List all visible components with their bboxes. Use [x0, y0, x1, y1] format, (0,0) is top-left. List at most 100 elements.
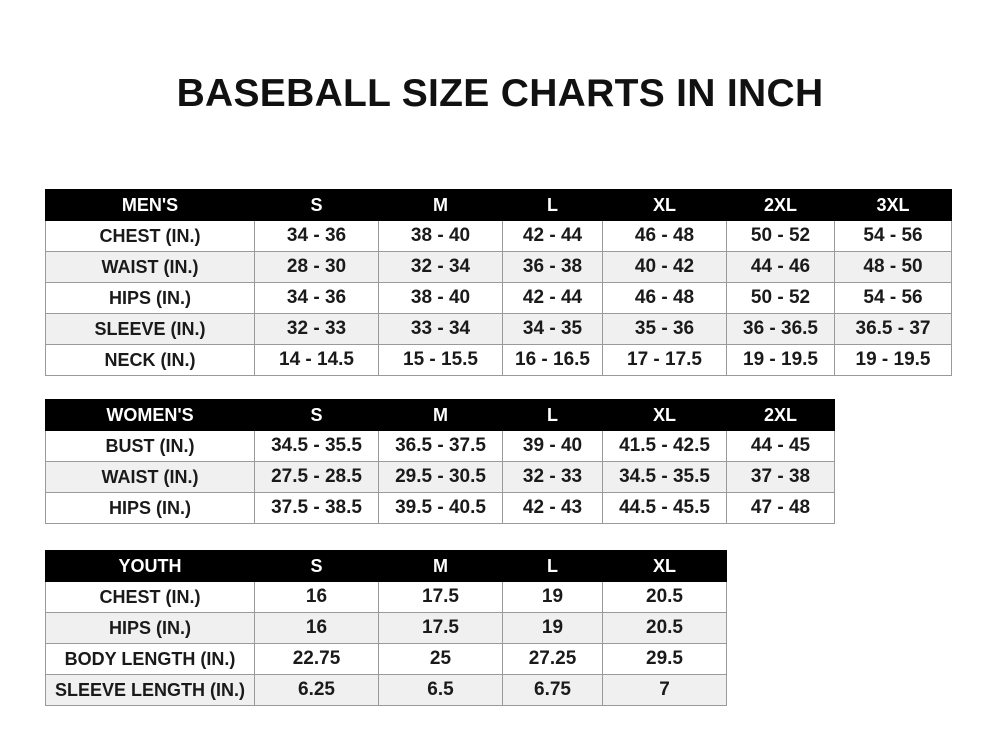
measurement-label: SLEEVE (IN.)	[45, 313, 255, 345]
page-title: BASEBALL SIZE CHARTS IN INCH	[176, 72, 824, 115]
measurement-label: HIPS (IN.)	[45, 282, 255, 314]
size-value: 40 - 42	[602, 251, 727, 283]
size-value: 32 - 33	[502, 461, 603, 493]
table-row: CHEST (IN.) 16 17.5 19 20.5	[45, 581, 727, 613]
size-value: 34 - 35	[502, 313, 603, 345]
size-value: 54 - 56	[834, 220, 952, 252]
size-value: 19 - 19.5	[834, 344, 952, 376]
size-value: 34.5 - 35.5	[602, 461, 727, 493]
size-value: 47 - 48	[726, 492, 835, 524]
size-value: 16	[254, 581, 379, 613]
size-value: 27.25	[502, 643, 603, 675]
size-header: M	[378, 550, 503, 582]
size-value: 19	[502, 612, 603, 644]
size-header: 3XL	[834, 189, 952, 221]
size-value: 42 - 44	[502, 282, 603, 314]
size-value: 22.75	[254, 643, 379, 675]
measurement-label: CHEST (IN.)	[45, 220, 255, 252]
size-header: M	[378, 399, 503, 431]
measurement-label: NECK (IN.)	[45, 344, 255, 376]
size-value: 50 - 52	[726, 282, 835, 314]
header-row: WOMEN'S S M L XL 2XL	[45, 399, 835, 431]
size-header: L	[502, 189, 603, 221]
size-value: 41.5 - 42.5	[602, 430, 727, 462]
category-header: YOUTH	[45, 550, 255, 582]
table-row: WAIST (IN.) 27.5 - 28.5 29.5 - 30.5 32 - 33…	[45, 461, 835, 493]
size-value: 15 - 15.5	[378, 344, 503, 376]
size-value: 35 - 36	[602, 313, 727, 345]
size-value: 6.5	[378, 674, 503, 706]
size-value: 44 - 45	[726, 430, 835, 462]
size-value: 36 - 36.5	[726, 313, 835, 345]
size-value: 32 - 34	[378, 251, 503, 283]
size-value: 34.5 - 35.5	[254, 430, 379, 462]
size-value: 14 - 14.5	[254, 344, 379, 376]
category-header: MEN'S	[45, 189, 255, 221]
size-value: 50 - 52	[726, 220, 835, 252]
size-value: 37 - 38	[726, 461, 835, 493]
size-value: 46 - 48	[602, 282, 727, 314]
measurement-label: HIPS (IN.)	[45, 492, 255, 524]
table-row: HIPS (IN.) 34 - 36 38 - 40 42 - 44 46 - 48 50…	[45, 282, 952, 314]
measurement-label: WAIST (IN.)	[45, 461, 255, 493]
measurement-label: BODY LENGTH (IN.)	[45, 643, 255, 675]
size-header: L	[502, 399, 603, 431]
size-value: 6.75	[502, 674, 603, 706]
table-row: WAIST (IN.) 28 - 30 32 - 34 36 - 38 40 - 42 4…	[45, 251, 952, 283]
measurement-label: SLEEVE LENGTH (IN.)	[45, 674, 255, 706]
header-row: YOUTH S M L XL	[45, 550, 727, 582]
size-value: 6.25	[254, 674, 379, 706]
size-value: 42 - 44	[502, 220, 603, 252]
youth-size-table: YOUTH S M L XL CHEST (IN.) 16 17.5 19 20.5 HIPS (I…	[45, 550, 727, 706]
size-value: 17.5	[378, 581, 503, 613]
header-row: MEN'S S M L XL 2XL 3XL	[45, 189, 952, 221]
size-value: 17.5	[378, 612, 503, 644]
size-value: 17 - 17.5	[602, 344, 727, 376]
table-row: HIPS (IN.) 37.5 - 38.5 39.5 - 40.5 42 - 43 4…	[45, 492, 835, 524]
size-value: 20.5	[602, 581, 727, 613]
size-header: S	[254, 189, 379, 221]
size-value: 7	[602, 674, 727, 706]
size-header: XL	[602, 550, 727, 582]
measurement-label: CHEST (IN.)	[45, 581, 255, 613]
size-value: 34 - 36	[254, 220, 379, 252]
size-value: 32 - 33	[254, 313, 379, 345]
size-header: S	[254, 550, 379, 582]
size-value: 39 - 40	[502, 430, 603, 462]
mens-size-table: MEN'S S M L XL 2XL 3XL CHEST (IN.) 34 - 36 38 - 4…	[45, 189, 952, 376]
size-value: 25	[378, 643, 503, 675]
category-header: WOMEN'S	[45, 399, 255, 431]
size-value: 48 - 50	[834, 251, 952, 283]
table-row: BUST (IN.) 34.5 - 35.5 36.5 - 37.5 39 - 40 4…	[45, 430, 835, 462]
size-header: S	[254, 399, 379, 431]
womens-size-table: WOMEN'S S M L XL 2XL BUST (IN.) 34.5 - 35.5 36.5…	[45, 399, 835, 524]
size-value: 39.5 - 40.5	[378, 492, 503, 524]
table-row: HIPS (IN.) 16 17.5 19 20.5	[45, 612, 727, 644]
size-header: L	[502, 550, 603, 582]
table-row: CHEST (IN.) 34 - 36 38 - 40 42 - 44 46 - 48 5…	[45, 220, 952, 252]
size-value: 38 - 40	[378, 220, 503, 252]
table-row: SLEEVE (IN.) 32 - 33 33 - 34 34 - 35 35 - 36…	[45, 313, 952, 345]
size-value: 44.5 - 45.5	[602, 492, 727, 524]
table-row: SLEEVE LENGTH (IN.) 6.25 6.5 6.75 7	[45, 674, 727, 706]
measurement-label: WAIST (IN.)	[45, 251, 255, 283]
size-value: 44 - 46	[726, 251, 835, 283]
size-header: 2XL	[726, 399, 835, 431]
size-value: 54 - 56	[834, 282, 952, 314]
table-row: BODY LENGTH (IN.) 22.75 25 27.25 29.5	[45, 643, 727, 675]
size-value: 36.5 - 37.5	[378, 430, 503, 462]
size-value: 33 - 34	[378, 313, 503, 345]
measurement-label: HIPS (IN.)	[45, 612, 255, 644]
size-value: 34 - 36	[254, 282, 379, 314]
size-header: XL	[602, 399, 727, 431]
size-value: 36 - 38	[502, 251, 603, 283]
size-value: 19	[502, 581, 603, 613]
size-header: 2XL	[726, 189, 835, 221]
size-value: 29.5	[602, 643, 727, 675]
size-value: 37.5 - 38.5	[254, 492, 379, 524]
size-header: M	[378, 189, 503, 221]
size-value: 27.5 - 28.5	[254, 461, 379, 493]
size-value: 28 - 30	[254, 251, 379, 283]
size-value: 38 - 40	[378, 282, 503, 314]
size-value: 19 - 19.5	[726, 344, 835, 376]
